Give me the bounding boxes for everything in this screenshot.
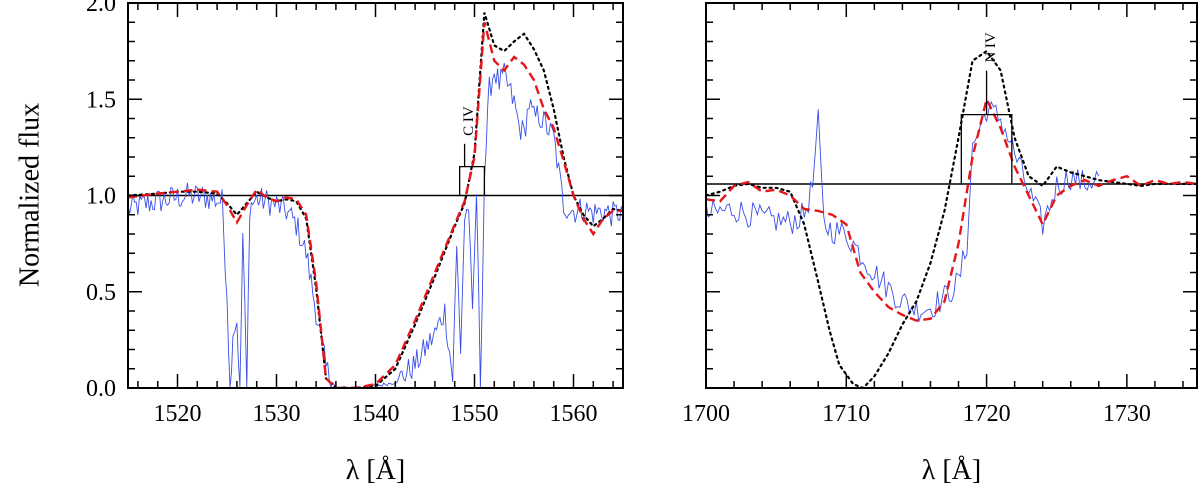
- x-tick-label: 1560: [550, 401, 598, 427]
- axes-frame: [705, 2, 1198, 389]
- line-id-label: N IV: [983, 32, 999, 63]
- plot-area: [128, 12, 623, 388]
- x-tick-label: 1710: [822, 401, 870, 427]
- series-thin-blue: [706, 100, 1100, 322]
- y-tick-label: 0.0: [86, 376, 116, 402]
- series-thin-blue: [128, 62, 623, 388]
- x-axis-label: λ [Å]: [346, 455, 405, 486]
- y-tick-label: 1.5: [86, 87, 116, 113]
- x-tick-label: 1730: [1103, 401, 1151, 427]
- y-tick-label: 2.0: [86, 0, 116, 17]
- line-id-bracket: [459, 165, 486, 196]
- line-id-label: C IV: [461, 106, 477, 136]
- y-axis-label: Normalized flux: [14, 103, 45, 287]
- right-panel: N IV 1700 1710 1720 1730 λ [Å]: [682, 2, 1198, 486]
- series-dashed-red: [706, 95, 1197, 322]
- x-tick-label: 1530: [253, 401, 301, 427]
- x-axis-label: λ [Å]: [922, 455, 981, 486]
- x-tick-label: 1520: [154, 401, 202, 427]
- plot-area: [706, 49, 1197, 388]
- x-tick-label: 1540: [352, 401, 400, 427]
- x-tick-label: 1550: [451, 401, 499, 427]
- y-tick-label: 0.5: [86, 280, 116, 306]
- y-tick-label: 1.0: [86, 184, 116, 210]
- left-panel: C IV 1520 1530 1540 1550 1560 λ [Å] 0.0 0.5 1.0 1.…: [86, 0, 624, 486]
- series-dotted-black: [128, 12, 623, 388]
- series-dotted-black: [706, 49, 1197, 388]
- series-dashed-red: [128, 22, 623, 388]
- x-tick-label: 1720: [963, 401, 1011, 427]
- x-tick-label: 1700: [682, 401, 730, 427]
